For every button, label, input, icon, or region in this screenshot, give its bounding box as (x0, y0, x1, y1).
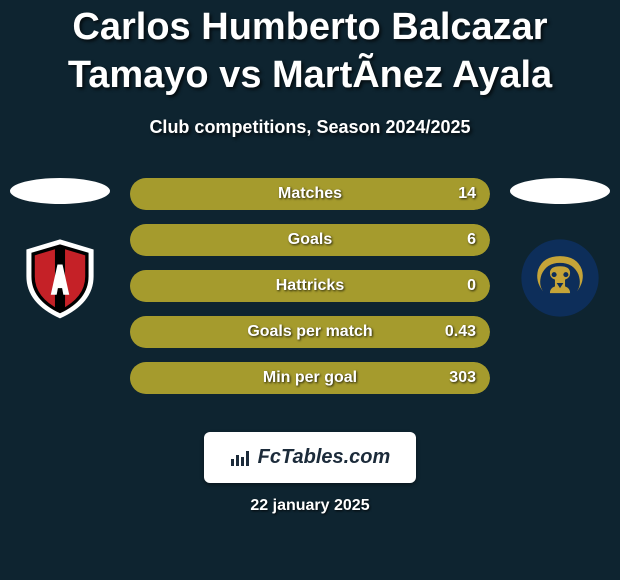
stat-label: Min per goal (130, 362, 490, 394)
stat-bar: Goals per match0.43 (130, 316, 490, 348)
stat-value-right: 303 (449, 362, 476, 394)
stat-bar: Goals6 (130, 224, 490, 256)
stat-value-right: 0.43 (445, 316, 476, 348)
halo-right (510, 178, 610, 204)
atlas-shield-icon (18, 236, 102, 320)
stat-bar: Matches14 (130, 178, 490, 210)
stat-bar: Hattricks0 (130, 270, 490, 302)
team-crest-left (18, 236, 102, 320)
stat-label: Goals per match (130, 316, 490, 348)
stat-value-right: 6 (467, 224, 476, 256)
stat-label: Matches (130, 178, 490, 210)
comparison-panel: Matches14 Goals6 Hattricks0 Goals per match… (0, 178, 620, 418)
stat-value-right: 14 (458, 178, 476, 210)
page-subtitle: Club competitions, Season 2024/2025 (0, 117, 620, 138)
pumas-circle-icon (518, 236, 602, 320)
bars-chart-icon (230, 449, 252, 467)
team-crest-right (518, 236, 602, 320)
stat-bar: Min per goal303 (130, 362, 490, 394)
stat-label: Goals (130, 224, 490, 256)
stats-bars: Matches14 Goals6 Hattricks0 Goals per match… (130, 178, 490, 394)
stat-label: Hattricks (130, 270, 490, 302)
site-name: FcTables.com (258, 446, 391, 469)
footer-date: 22 january 2025 (0, 497, 620, 515)
halo-left (10, 178, 110, 204)
site-badge: FcTables.com (0, 432, 620, 483)
site-badge-box: FcTables.com (204, 432, 417, 483)
page-title: Carlos Humberto Balcazar Tamayo vs MartÃ… (0, 0, 620, 99)
stat-value-right: 0 (467, 270, 476, 302)
